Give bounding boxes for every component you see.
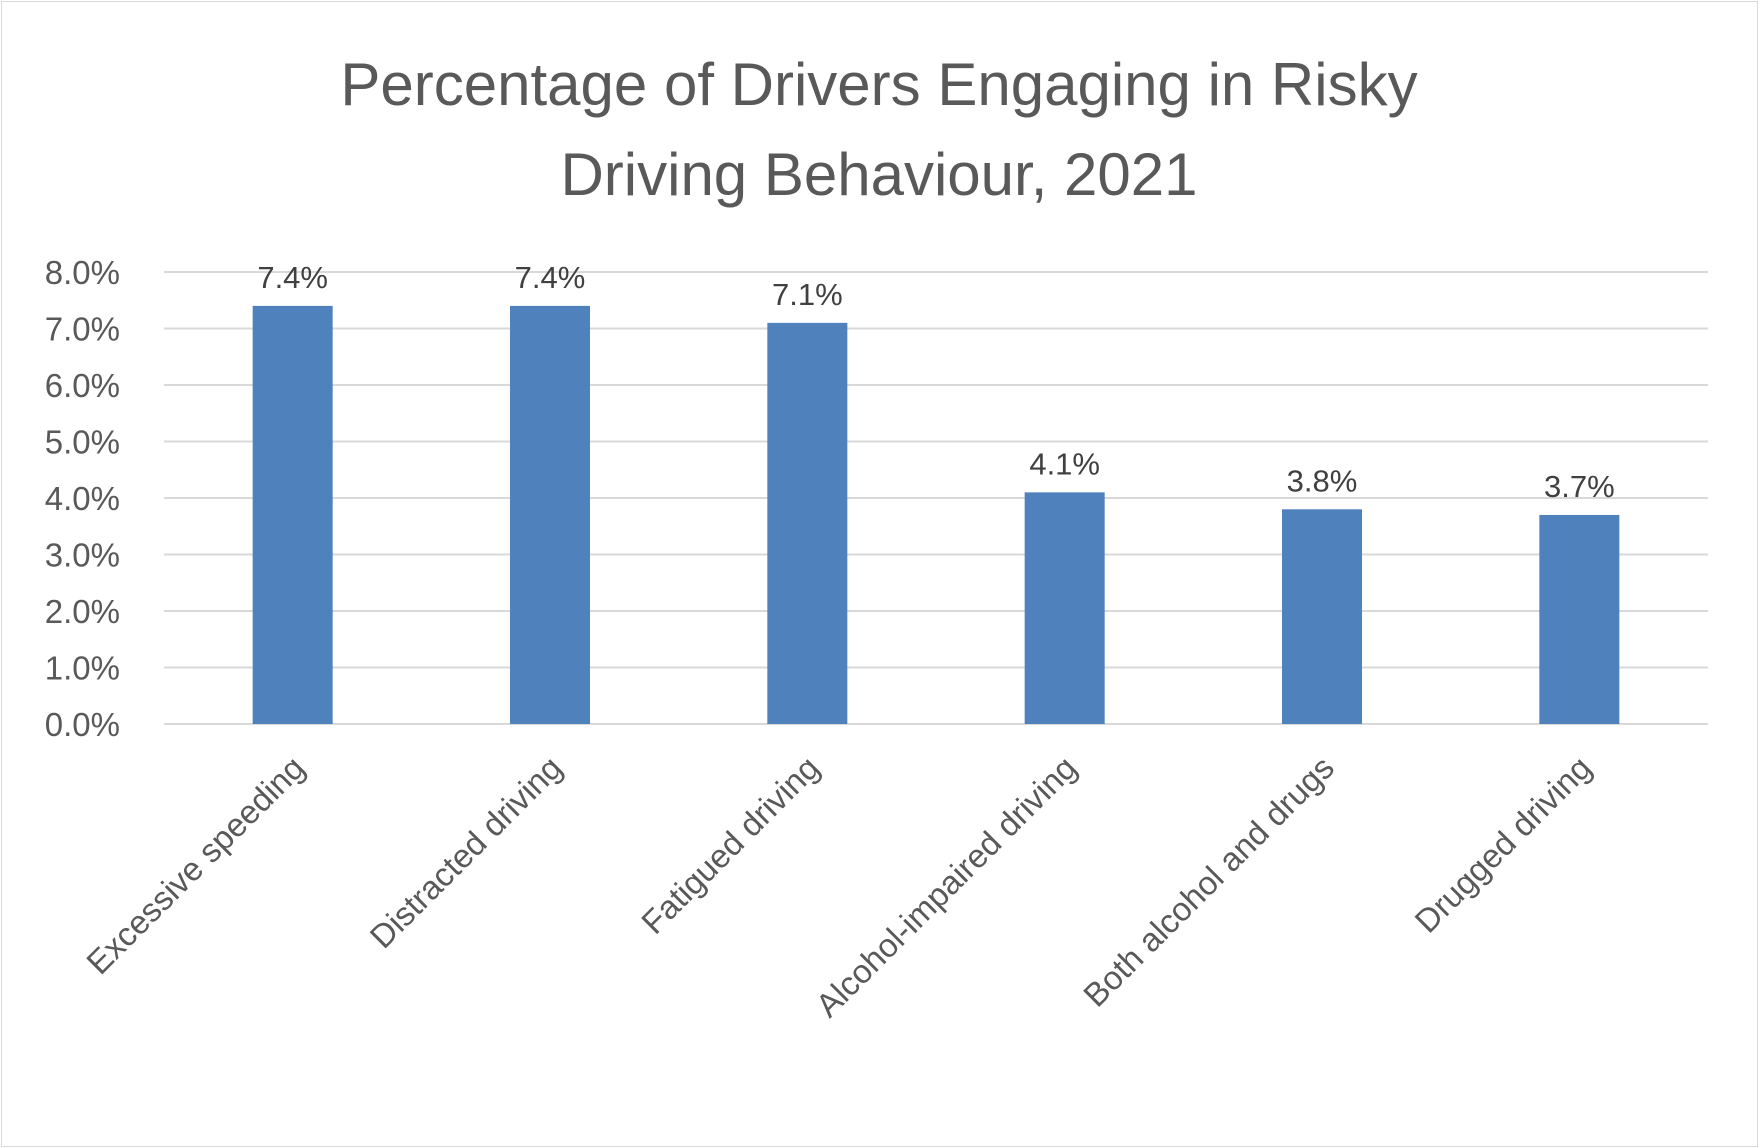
- data-label: 7.1%: [772, 277, 843, 312]
- chart-title-line-2: Driving Behaviour, 2021: [560, 141, 1197, 208]
- bar: [1539, 514, 1620, 724]
- x-category-label: Distracted driving: [363, 749, 569, 955]
- y-tick-label: 3.0%: [45, 537, 120, 574]
- chart-title-line-1: Percentage of Drivers Engaging in Risky: [340, 51, 1417, 118]
- y-axis-ticks: 0.0% 1.0% 2.0% 3.0% 4.0% 5.0% 6.0% 7.0% 8.0%: [45, 254, 120, 743]
- bar: [767, 322, 848, 724]
- y-tick-label: 6.0%: [45, 367, 120, 404]
- bar: [1024, 492, 1105, 724]
- y-tick-label: 8.0%: [45, 254, 120, 291]
- x-category-label: Both alcohol and drugs: [1076, 749, 1341, 1014]
- y-tick-label: 1.0%: [45, 650, 120, 687]
- x-category-label: Alcohol-impaired driving: [808, 749, 1083, 1024]
- x-category-label: Fatigued driving: [634, 749, 826, 941]
- bar: [252, 305, 333, 724]
- x-category-label: Excessive speeding: [79, 749, 311, 981]
- data-label: 4.1%: [1029, 446, 1100, 481]
- y-tick-label: 7.0%: [45, 311, 120, 348]
- bars: [252, 305, 1620, 724]
- data-label: 7.4%: [257, 260, 328, 295]
- data-label: 3.8%: [1287, 463, 1358, 498]
- gridlines: [164, 271, 1708, 725]
- y-tick-label: 5.0%: [45, 424, 120, 461]
- bar: [510, 305, 590, 724]
- data-labels: 7.4% 7.4% 7.1% 4.1% 3.8% 3.7%: [257, 260, 1614, 504]
- data-label: 3.7%: [1544, 469, 1615, 504]
- x-axis-categories: Excessive speeding Distracted driving Fati…: [79, 749, 1598, 1024]
- data-label: 7.4%: [515, 260, 586, 295]
- y-tick-label: 0.0%: [45, 706, 120, 743]
- bar: [1282, 509, 1362, 724]
- x-category-label: Drugged driving: [1407, 749, 1598, 940]
- y-tick-label: 2.0%: [45, 593, 120, 630]
- y-tick-label: 4.0%: [45, 480, 120, 517]
